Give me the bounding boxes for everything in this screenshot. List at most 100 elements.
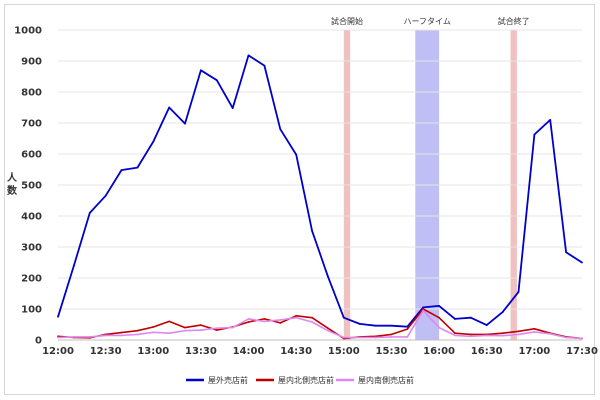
data-point (72, 264, 75, 267)
x-tick-label: 14:30 (280, 346, 312, 357)
data-point (549, 119, 552, 121)
data-point (120, 334, 123, 337)
data-point (295, 314, 298, 317)
x-tick-label: 12:30 (90, 346, 122, 357)
data-point (295, 153, 298, 156)
data-point (517, 291, 520, 293)
y-tick-label: 800 (21, 88, 42, 99)
data-point (581, 261, 583, 264)
data-point (406, 325, 409, 328)
data-point (88, 336, 91, 338)
data-point (88, 212, 91, 214)
y-tick-label: 200 (21, 274, 42, 285)
y-tick-label: 500 (21, 181, 42, 192)
data-point (581, 337, 583, 340)
data-point (247, 54, 250, 57)
data-point (454, 334, 456, 337)
y-tick-label: 600 (21, 150, 42, 161)
data-point (120, 169, 123, 172)
data-point (422, 308, 425, 310)
data-point (422, 309, 425, 312)
data-point (57, 315, 59, 318)
data-point (311, 316, 313, 319)
data-point (549, 332, 552, 335)
data-point (358, 322, 361, 325)
data-point (200, 69, 202, 72)
data-point (136, 329, 139, 332)
data-point (72, 336, 75, 338)
data-point (231, 107, 234, 110)
data-point (57, 336, 59, 339)
legend-item: 屋内南側売店前 (336, 375, 414, 385)
data-point (454, 332, 456, 335)
data-point (279, 318, 282, 321)
series-line (57, 309, 583, 340)
data-point (485, 324, 488, 327)
y-tick-label: 1000 (14, 26, 42, 37)
data-point (327, 327, 329, 330)
data-point (390, 333, 393, 336)
x-tick-label: 17:30 (566, 346, 598, 357)
data-point (485, 334, 488, 337)
legend-label: 屋内北側売店前 (278, 375, 334, 385)
data-point (215, 327, 218, 330)
data-point (533, 133, 536, 136)
data-point (469, 316, 472, 319)
data-point (184, 122, 186, 125)
legend-item: 屋内北側売店前 (256, 375, 334, 385)
y-tick-label: 900 (21, 57, 42, 68)
data-point (263, 64, 266, 67)
series-1 (57, 54, 583, 328)
data-point (517, 333, 520, 336)
x-tick-label: 12:00 (42, 346, 74, 357)
series-line (57, 308, 583, 340)
y-axis-label-char: 人 (7, 171, 18, 184)
data-point (152, 326, 155, 328)
data-point (501, 311, 504, 313)
event-label: ハーフタイム (404, 17, 451, 26)
data-point (263, 320, 266, 323)
x-axis-ticks: 12:00 12:30 13:00 13:30 14:00 14:30 15:00 15:30… (42, 346, 598, 357)
data-point (215, 79, 218, 82)
data-point (469, 335, 472, 338)
data-point (231, 326, 234, 329)
data-point (136, 333, 139, 336)
data-point (311, 229, 313, 232)
data-point (295, 316, 298, 319)
x-tick-label: 14:00 (233, 346, 265, 357)
y-axis-label: 人数 (7, 171, 18, 197)
y-axis-ticks: 0 100 200 300 400 500 600 700 800 900 1000 (14, 26, 42, 347)
legend-label: 屋外売店前 (208, 375, 248, 385)
data-point (454, 318, 456, 320)
data-point (406, 328, 409, 331)
data-point (136, 166, 139, 169)
data-point (438, 316, 440, 319)
data-point (469, 333, 472, 336)
data-point (215, 329, 218, 331)
data-point (200, 329, 202, 331)
data-point (533, 327, 536, 330)
data-point (152, 331, 155, 334)
data-point (374, 336, 377, 339)
data-point (263, 318, 266, 320)
data-point (438, 305, 440, 307)
x-tick-label: 17:00 (518, 346, 550, 357)
y-tick-label: 300 (21, 243, 42, 254)
data-point (120, 331, 123, 334)
legend: 屋外売店前 屋内北側売店前 屋内南側売店前 (186, 375, 414, 385)
data-point (438, 326, 440, 329)
legend-item: 屋外売店前 (186, 375, 248, 385)
data-point (342, 316, 345, 319)
data-point (152, 140, 155, 143)
data-point (342, 336, 345, 339)
data-point (517, 330, 520, 333)
x-tick-label: 16:00 (423, 346, 455, 357)
y-tick-label: 0 (35, 336, 42, 347)
data-point (168, 332, 171, 335)
x-tick-label: 15:00 (328, 346, 360, 357)
data-point (184, 329, 186, 332)
data-point (104, 334, 107, 337)
data-point (279, 322, 282, 324)
data-point (311, 321, 313, 323)
